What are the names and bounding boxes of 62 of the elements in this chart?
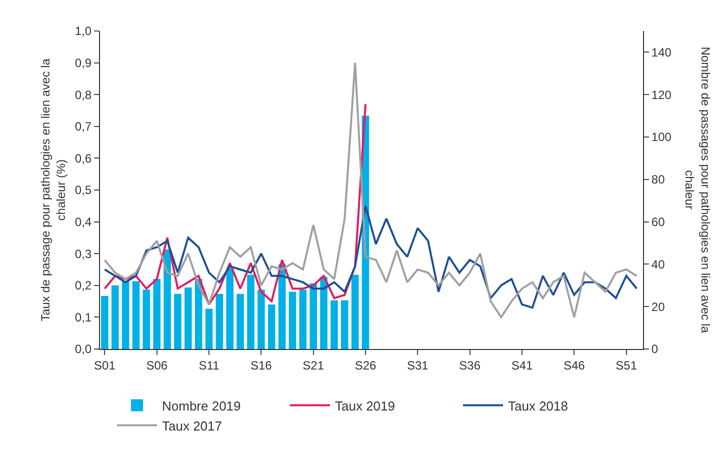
x-tick-label: S26 bbox=[354, 358, 376, 372]
bar bbox=[174, 294, 182, 349]
bar bbox=[299, 290, 307, 349]
bar bbox=[132, 281, 140, 349]
x-tick-label: S21 bbox=[302, 358, 324, 372]
line-series bbox=[104, 62, 638, 318]
y2-tick-label: 40 bbox=[651, 257, 666, 272]
y2-tick-label: 80 bbox=[651, 172, 666, 187]
y-tick-label: 0,1 bbox=[74, 310, 92, 324]
bar bbox=[122, 281, 130, 349]
bar bbox=[184, 288, 192, 349]
y2-tick-label: 20 bbox=[651, 300, 666, 314]
bar bbox=[164, 249, 171, 349]
x-tick-label: S36 bbox=[459, 358, 481, 372]
bar bbox=[268, 304, 276, 349]
y-axis-title: Taux de passage pour pathologies en lien avec la chaleur (%) bbox=[38, 58, 68, 322]
legend-label: Taux 2019 bbox=[335, 398, 395, 414]
x-tick-label: S01 bbox=[94, 358, 116, 372]
y-tick-label: 0,6 bbox=[74, 151, 92, 166]
legend-label: Nombre 2019 bbox=[162, 398, 241, 414]
y-tick-label: 0,7 bbox=[74, 120, 92, 134]
bar bbox=[258, 290, 265, 349]
x-tick-label: S46 bbox=[563, 358, 586, 372]
bar bbox=[288, 292, 296, 349]
bar bbox=[247, 274, 254, 349]
bar bbox=[226, 268, 234, 349]
bar bbox=[216, 294, 224, 349]
legend-label: Taux 2017 bbox=[162, 418, 222, 434]
y2-axis-title: Nombre de passages pour pathologies en lien avec la chaleur bbox=[682, 46, 712, 334]
y2-tick-label: 100 bbox=[651, 130, 672, 144]
bar bbox=[111, 285, 119, 349]
bar bbox=[142, 290, 150, 349]
x-tick-label: S16 bbox=[250, 358, 272, 372]
bar bbox=[236, 294, 244, 349]
x-tick-label: S06 bbox=[146, 358, 168, 372]
y-tick-label: 0,4 bbox=[74, 215, 92, 229]
x-tick-label: S11 bbox=[198, 358, 220, 372]
y-tick-label: 0,2 bbox=[74, 278, 92, 293]
bar bbox=[101, 296, 108, 349]
x-tick-label: S41 bbox=[511, 358, 533, 372]
y-tick-label: 0,5 bbox=[74, 183, 92, 198]
y-tick-label: 0,3 bbox=[74, 246, 92, 261]
y2-tick-label: 0 bbox=[651, 342, 658, 356]
y-tick-label: 0,0 bbox=[74, 342, 92, 356]
y2-tick-label: 60 bbox=[651, 215, 666, 229]
x-tick-label: S51 bbox=[616, 358, 638, 372]
y-tick-label: 1,0 bbox=[74, 24, 92, 38]
line-series bbox=[104, 204, 638, 309]
bar bbox=[153, 279, 161, 349]
bar bbox=[310, 283, 317, 349]
bar bbox=[340, 300, 348, 349]
y-tick-label: 0,8 bbox=[74, 88, 92, 102]
y-tick-label: 0,9 bbox=[74, 56, 92, 70]
bar bbox=[330, 300, 338, 349]
y2-tick-label: 140 bbox=[651, 45, 672, 60]
bar bbox=[320, 276, 328, 349]
y2-tick-label: 120 bbox=[651, 88, 672, 102]
x-tick-label: S31 bbox=[406, 358, 429, 372]
bar bbox=[205, 308, 213, 349]
bar bbox=[351, 274, 359, 349]
line-series bbox=[104, 103, 366, 306]
legend-label: Taux 2018 bbox=[508, 398, 568, 414]
